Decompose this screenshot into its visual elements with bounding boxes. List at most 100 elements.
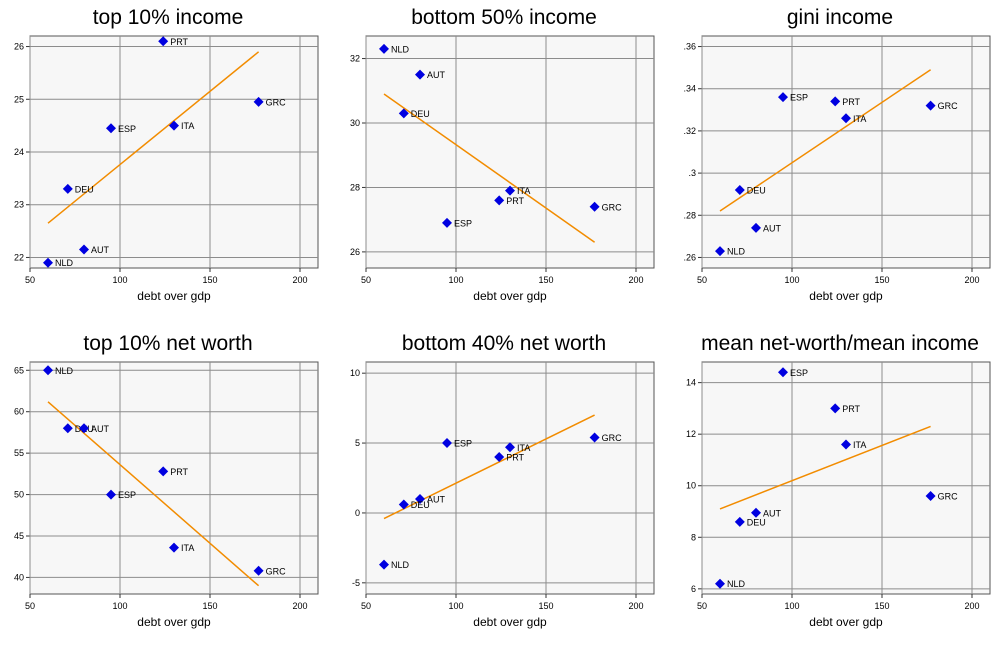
x-tick-label: 50 [697, 601, 707, 611]
chart-svg: 6 8 10 12 14 50 100 150 200 debt over gdp ESP PRT IT… [686, 361, 991, 629]
chart-panel-networth-income-ratio: mean net-worth/mean income 6 8 10 12 14 50 100… [672, 326, 1008, 652]
point-label: AUT [91, 424, 110, 434]
scatter-point [715, 246, 725, 257]
y-tick-label: 55 [14, 448, 24, 458]
scatter-point [62, 423, 73, 434]
point-label: DEU [411, 109, 430, 119]
x-tick-label: 100 [784, 275, 799, 285]
point-label: ITA [853, 114, 866, 124]
scatter-point [925, 491, 936, 502]
x-axis-label: debt over gdp [473, 289, 547, 303]
y-tick-label: -5 [352, 578, 360, 588]
point-label: DEU [411, 500, 430, 510]
point-label: NLD [55, 366, 74, 376]
chart-svg: .26 .28 .3 .32 .34 .36 50 100 150 200 debt over gd… [683, 35, 991, 303]
scatter-point [494, 452, 505, 463]
chart-panel-bottom50-income: bottom 50% income 26 28 30 32 50 100 150 200 deb… [336, 0, 672, 326]
y-tick-label: 23 [14, 200, 24, 210]
scatter-point [106, 489, 116, 500]
point-label: ESP [118, 124, 136, 134]
fit-line [47, 51, 260, 224]
x-tick-label: 200 [292, 601, 307, 611]
y-tick-label: 45 [14, 531, 24, 541]
y-tick-label: 22 [14, 252, 24, 262]
scatter-point [253, 565, 264, 576]
chart-svg: 26 28 30 32 50 100 150 200 debt over gdp NLD AUT DE… [350, 35, 655, 303]
x-tick-label: 200 [628, 601, 643, 611]
x-tick-label: 150 [202, 275, 217, 285]
y-tick-label: 60 [14, 407, 24, 417]
x-tick-label: 200 [964, 275, 979, 285]
chart-title: gini income [786, 6, 894, 29]
scatter-point [62, 183, 73, 194]
point-label: AUT [763, 223, 782, 233]
y-tick-label: .32 [683, 126, 696, 136]
point-label: ITA [181, 121, 194, 131]
point-label: PRT [506, 196, 524, 206]
chart-title: bottom 50% income [411, 6, 597, 29]
scatter-point [158, 466, 169, 477]
point-label: PRT [170, 37, 188, 47]
chart-title: top 10% income [92, 6, 244, 29]
scatter-point [43, 257, 53, 268]
y-tick-label: .3 [688, 168, 696, 178]
scatter-point [751, 222, 761, 233]
chart-title: mean net-worth/mean income [701, 332, 979, 355]
y-tick-label: 26 [14, 42, 24, 52]
y-tick-label: 5 [355, 438, 360, 448]
scatter-point [415, 69, 425, 80]
fit-line [719, 69, 932, 212]
point-label: ITA [181, 543, 194, 553]
x-tick-label: 50 [25, 275, 35, 285]
point-label: ESP [454, 218, 472, 228]
scatter-point [398, 108, 409, 119]
point-label: PRT [842, 404, 860, 414]
y-tick-label: 0 [355, 508, 360, 518]
y-tick-label: 24 [14, 147, 24, 157]
y-tick-label: 50 [14, 490, 24, 500]
point-label: GRC [602, 433, 623, 443]
scatter-point [379, 559, 389, 570]
point-label: AUT [763, 508, 782, 518]
x-tick-label: 150 [202, 601, 217, 611]
fit-line [719, 425, 931, 510]
point-label: NLD [391, 560, 410, 570]
y-tick-label: 10 [350, 368, 360, 378]
scatter-point [79, 423, 89, 434]
x-tick-label: 50 [361, 275, 371, 285]
scatter-point [830, 96, 841, 107]
x-tick-label: 200 [628, 275, 643, 285]
point-label: NLD [727, 247, 746, 257]
scatter-point [253, 96, 264, 107]
fit-line [383, 93, 596, 243]
scatter-point [106, 123, 116, 134]
point-label: ESP [118, 490, 136, 500]
y-tick-label: 10 [686, 481, 696, 491]
x-tick-label: 50 [25, 601, 35, 611]
x-tick-label: 100 [784, 601, 799, 611]
point-label: GRC [938, 492, 959, 502]
chart-panel-top10-networth: top 10% net worth 40 45 50 55 60 65 50 100 150 20… [0, 326, 336, 652]
point-label: ITA [853, 440, 866, 450]
chart-panel-bottom40-networth: bottom 40% net worth -5 0 5 10 50 100 150 200 de… [336, 326, 672, 652]
point-label: GRC [266, 97, 287, 107]
scatter-point [442, 438, 452, 449]
point-label: DEU [75, 184, 94, 194]
scatter-point [751, 507, 761, 518]
point-label: DEU [747, 517, 766, 527]
scatter-point [158, 36, 169, 47]
point-label: NLD [727, 579, 746, 589]
plot-area [701, 361, 991, 595]
y-tick-label: 28 [350, 182, 360, 192]
point-label: ITA [517, 443, 530, 453]
point-label: AUT [427, 70, 446, 80]
point-label: ESP [790, 93, 808, 103]
y-tick-label: .26 [683, 252, 696, 262]
point-label: GRC [938, 101, 959, 111]
point-label: ITA [517, 186, 530, 196]
x-axis-label: debt over gdp [809, 289, 883, 303]
scatter-point [778, 92, 788, 103]
x-axis-label: debt over gdp [809, 615, 883, 629]
scatter-point [442, 217, 452, 228]
scatter-point [494, 195, 505, 206]
